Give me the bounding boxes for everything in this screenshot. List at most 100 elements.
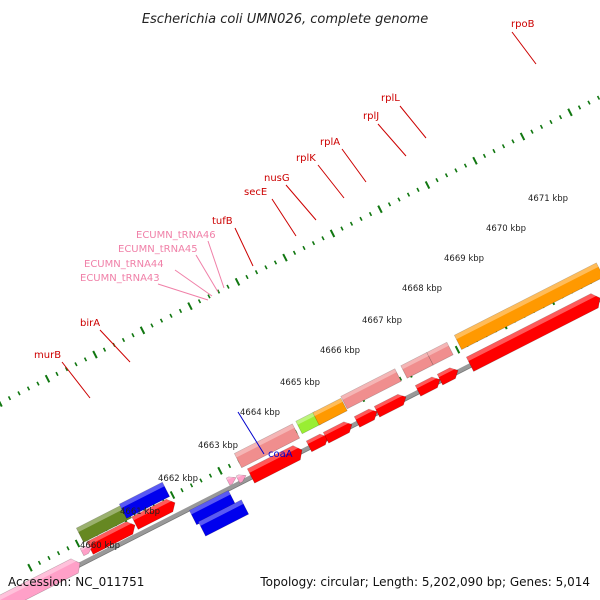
kbp-label: 4662 kbp	[158, 474, 198, 484]
outer-tick	[424, 180, 431, 189]
gene-label-rplJ: rplJ	[363, 111, 379, 122]
outer-tick	[0, 400, 3, 408]
gene-rpoB-red	[465, 290, 600, 372]
gene-label-birA: birA	[80, 318, 100, 329]
leader-ECUMN_tRNA43	[157, 283, 209, 301]
inner-tick	[189, 483, 194, 488]
outer-tick	[169, 313, 173, 318]
leader-murB	[61, 361, 91, 399]
kbp-label: 4661 kbp	[120, 507, 160, 517]
accession-text: Accession: NC_011751	[8, 575, 144, 589]
outer-tick	[159, 318, 164, 323]
outer-tick	[131, 333, 135, 338]
gene-rplL-pink-body	[426, 341, 454, 366]
leader-nusG	[285, 184, 317, 221]
outer-tick	[549, 119, 553, 125]
outer-tick	[55, 371, 59, 377]
gene-label-nusG: nusG	[264, 173, 290, 184]
outer-tick	[340, 226, 344, 231]
outer-tick	[567, 108, 573, 117]
inner-tick	[37, 560, 42, 566]
kbp-label: 4666 kbp	[320, 346, 360, 356]
leader-coaA	[237, 411, 265, 455]
gene-label-rpoB: rpoB	[511, 19, 535, 30]
gene-label-rplL: rplL	[381, 93, 400, 104]
gene-rplL-pink	[426, 341, 454, 366]
gene-birA-red	[131, 496, 176, 530]
gene-rplJ-pink-highlight	[400, 352, 429, 370]
leader-ECUMN_tRNA46	[207, 240, 225, 289]
inner-tick	[227, 463, 232, 469]
outer-tick	[596, 95, 600, 100]
gene-tufB-red	[246, 442, 303, 484]
outer-tick	[83, 357, 88, 362]
gene-birA-blue-body	[118, 481, 171, 519]
gene-coaA-b	[197, 499, 250, 537]
outer-tick	[150, 323, 154, 328]
gene-nusG-red-body	[322, 421, 353, 444]
gene-birA-red-body	[131, 498, 176, 530]
outer-tick	[472, 156, 478, 165]
outer-tick	[539, 124, 544, 129]
gene-label-rplK: rplK	[296, 153, 316, 164]
outer-tick	[282, 253, 288, 262]
leader-ECUMN_tRNA44	[174, 269, 213, 297]
outer-tick	[245, 274, 249, 280]
outer-tick	[435, 177, 439, 183]
kbp-label: 4668 kbp	[402, 284, 442, 294]
gene-label-coaA: coaA	[268, 449, 293, 460]
outer-tick	[349, 221, 354, 226]
outer-tick	[26, 386, 31, 391]
outer-tick	[397, 197, 401, 202]
gene-tRNA-a-highlight	[226, 474, 236, 481]
gene-rplK-pink-highlight	[340, 368, 397, 400]
inner-tick	[27, 563, 33, 572]
kbp-label: 4670 kbp	[486, 224, 526, 234]
outer-tick	[511, 139, 515, 144]
gene-nusG-red-highlight	[323, 419, 351, 436]
gene-rplK-red-body	[353, 408, 378, 428]
gene-rplJ-red-body	[414, 376, 441, 397]
gene-tufB-red-body	[246, 445, 303, 484]
kbp-label: 4663 kbp	[198, 441, 238, 451]
outer-tick	[226, 284, 230, 289]
gene-secE-red	[305, 431, 329, 453]
outer-tick	[558, 114, 563, 120]
leader-rplA	[341, 148, 367, 183]
gene-coaA-a-highlight	[189, 490, 231, 515]
outer-tick	[292, 250, 297, 255]
gene-pink-rrna-highlight	[0, 556, 79, 600]
leader-rplJ	[377, 123, 407, 157]
gene-small-pink-body	[79, 545, 93, 557]
gene-rplA-red-body	[373, 393, 407, 418]
gene-labels: murB birA ECUMN_tRNA43 ECUMN_tRNA44 ECUMN_tR…	[34, 19, 535, 460]
inner-tick	[66, 546, 70, 551]
gene-rplL-red	[436, 365, 459, 386]
outer-tick	[178, 308, 183, 314]
outer-tick	[273, 260, 278, 265]
gene-birA-blue	[118, 481, 171, 519]
label-leader-lines	[61, 31, 537, 455]
outer-tick	[416, 187, 420, 192]
outer-tick	[44, 374, 51, 383]
outer-tick	[587, 100, 591, 105]
outer-tick	[368, 211, 373, 217]
inner-tick	[47, 555, 51, 561]
outer-tick	[444, 173, 449, 178]
inner-tick	[74, 539, 81, 548]
outer-tick	[492, 148, 496, 154]
outer-tick	[102, 347, 107, 352]
gene-birA-blue-highlight	[119, 482, 165, 509]
leader-tufB	[234, 227, 254, 267]
gene-tRNA-a-body	[225, 476, 237, 486]
gene-nusG	[312, 397, 348, 426]
gene-pink-rrna-body	[0, 558, 81, 600]
gene-tufB-pink-body	[233, 423, 301, 469]
gene-label-rplA: rplA	[320, 137, 340, 148]
gene-murB-region-red-highlight	[86, 518, 134, 546]
gene-tufB-pink	[233, 423, 301, 469]
gene-rplL-red-highlight	[437, 365, 457, 378]
gene-rplA-red	[373, 391, 407, 418]
outer-tick	[74, 362, 78, 367]
